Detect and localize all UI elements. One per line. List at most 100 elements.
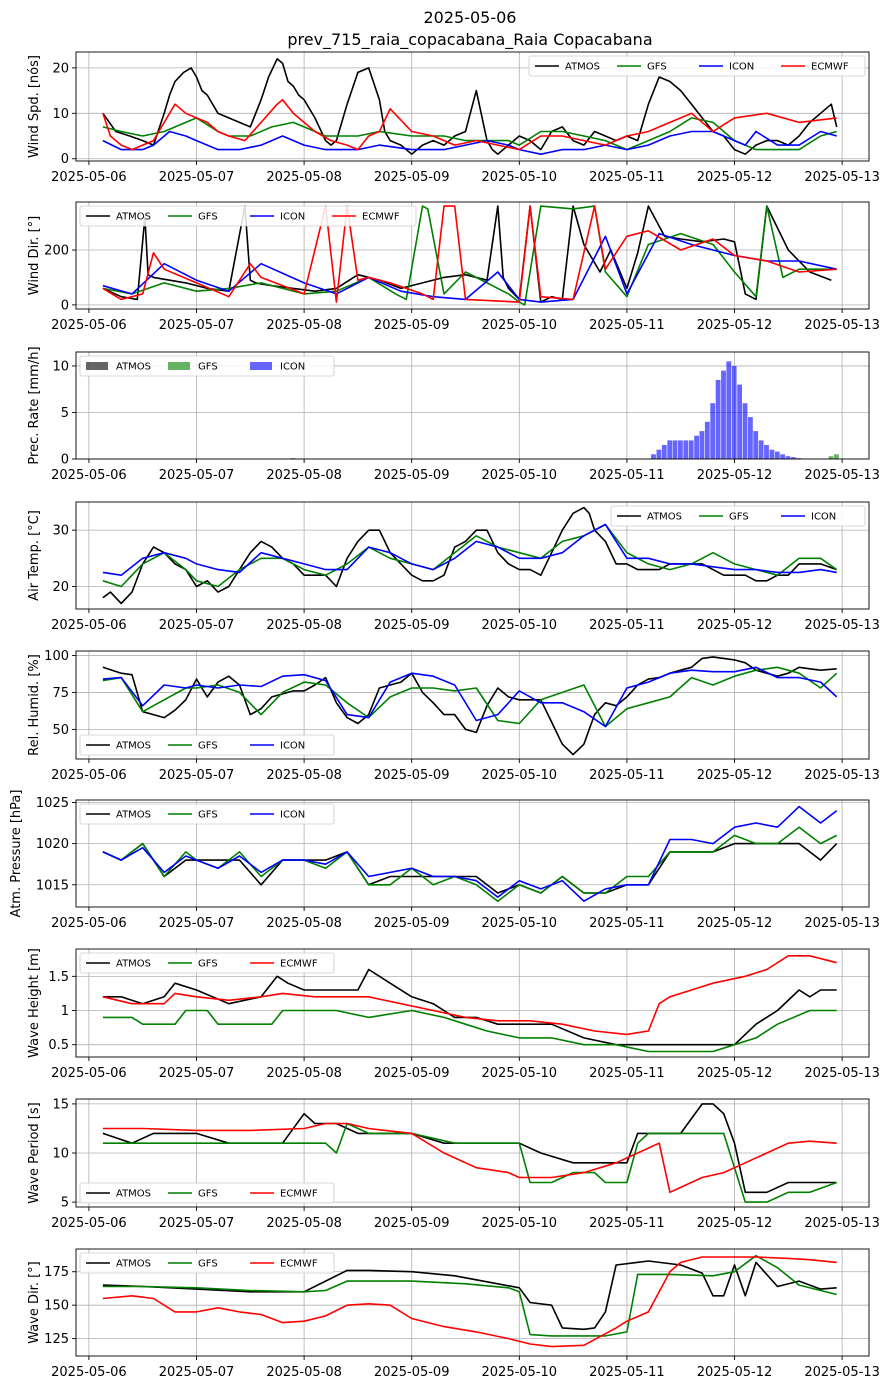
panel-2-axes-frame [75, 201, 870, 310]
panel-7-xtick-label-2: 2025-05-08 [266, 1066, 342, 1081]
panel-3-bar-icon-1 [656, 449, 662, 459]
panel-8-marks [102, 1103, 837, 1203]
panel-6-xtick-label-4: 2025-05-10 [482, 916, 558, 931]
panel-7-xtick-label-4: 2025-05-10 [482, 1066, 558, 1081]
panel-3-ytick-label-1: 5 [61, 406, 69, 421]
panel-3-bar-icon-8 [694, 435, 699, 459]
panel-3-bar-icon-13 [721, 370, 726, 459]
panel-6-legend-label-icon: ICON [280, 810, 305, 821]
panel-4-xtick-label-4: 2025-05-10 [482, 618, 558, 633]
panel-1-legend: ATMOS GFS ICON ECMWF [528, 55, 866, 77]
panel-8-ytick-label-0: 5 [61, 1196, 69, 1211]
panel-1-xtick-label-1: 2025-05-07 [159, 170, 235, 185]
panel-3-bar-icon-24 [780, 454, 785, 459]
panel-4-series-icon [102, 523, 837, 577]
figure-title-station: prev_715_raia_copacabana_Raia Copacabana [287, 30, 652, 50]
panel-8-xtick-label-7: 2025-05-13 [804, 1216, 880, 1231]
panel-3-bar-icon-18 [748, 417, 753, 459]
panel-5-xtick-label-7: 2025-05-13 [804, 768, 880, 783]
panel-7-ytick-label-1: 1 [61, 1004, 69, 1019]
panel-8-series-ecmwf [102, 1122, 837, 1194]
panel-5-xtick-label-1: 2025-05-07 [159, 768, 235, 783]
panel-6-xtick-label-0: 2025-05-06 [51, 916, 127, 931]
panel-3-bar-icon-7 [688, 440, 694, 459]
panel-2-series-icon [102, 232, 837, 303]
panel-7-legend-label-ecmwf: ECMWF [280, 959, 318, 970]
panel-6-marks [102, 805, 838, 903]
panel-2-xtick-label-6: 2025-05-12 [697, 318, 773, 333]
panel-1-legend-label-icon: ICON [729, 62, 754, 73]
panel-7-xtick-label-5: 2025-05-11 [589, 1066, 665, 1081]
panel-1-legend-box [528, 55, 866, 77]
panel-3-bar-icon-27 [796, 458, 802, 459]
panel-4-legend-label-gfs: GFS [729, 512, 749, 523]
panel-2-ytick-label-0: 0 [61, 298, 69, 313]
panel-3-xtick-label-7: 2025-05-13 [804, 468, 880, 483]
panel-8-xtick-label-3: 2025-05-09 [374, 1216, 450, 1231]
panel-4-xtick-label-2: 2025-05-08 [266, 618, 342, 633]
panel-4-xtick-label-0: 2025-05-06 [51, 618, 127, 633]
panel-4-xtick-label-5: 2025-05-11 [589, 618, 665, 633]
panel-6-ytick-label-0: 1015 [36, 878, 69, 893]
panel-7-ylabel: Wave Height [m] [27, 948, 42, 1058]
panel-1-series-icon [102, 130, 837, 155]
panel-1-ylabel: Wind Spd. [nós] [27, 55, 42, 158]
panel-9-legend-label-atmos: ATMOS [116, 1259, 151, 1270]
panel-2-legend-label-ecmwf: ECMWF [362, 212, 400, 223]
panel-3-bar-icon-5 [678, 440, 683, 459]
panel-2-xtick-label-1: 2025-05-07 [159, 318, 235, 333]
panel-5-ylabel: Rel. Humid. [%] [27, 654, 42, 756]
panel-2-legend-label-atmos: ATMOS [116, 212, 151, 223]
panel-9-xtick-label-3: 2025-05-09 [374, 1365, 450, 1380]
panel-3-xtick-label-2: 2025-05-08 [266, 468, 342, 483]
panel-3-bar-gfs-0 [290, 458, 296, 459]
panel-5-ytick-label-0: 50 [52, 723, 69, 738]
panel-9-xtick-label-2: 2025-05-08 [266, 1365, 342, 1380]
panel-6-legend-label-atmos: ATMOS [116, 810, 151, 821]
panel-3-legend-swatch-icon [250, 362, 272, 370]
panel-5-legend-label-atmos: ATMOS [116, 741, 151, 752]
panels: 2025-05-06 2025-05-07 2025-05-08 2025-05-09… [9, 51, 880, 1380]
panel-3-ytick-label-0: 0 [61, 453, 69, 468]
panel-9-ytick-label-1: 150 [44, 1299, 69, 1314]
panel-2-xtick-label-5: 2025-05-11 [589, 318, 665, 333]
panel-7-series-ecmwf [102, 954, 837, 1036]
panel-3-bar-icon-23 [774, 451, 780, 459]
panel-4-legend: ATMOS GFS ICON [610, 505, 866, 527]
panel-9-legend: ATMOS GFS ECMWF [79, 1252, 335, 1274]
panel-5-series-gfs [102, 666, 838, 728]
panel-6-xtick-label-3: 2025-05-09 [374, 916, 450, 931]
panel-2-xtick-label-2: 2025-05-08 [266, 318, 342, 333]
panel-3-xtick-label-1: 2025-05-07 [159, 468, 235, 483]
panel-3-bar-icon-25 [785, 456, 791, 459]
panel-7-xtick-label-1: 2025-05-07 [159, 1066, 235, 1081]
panel-3-bar-icon-3 [667, 440, 673, 459]
panel-6-series-atmos [102, 842, 838, 894]
panel-8-chart: 2025-05-06 2025-05-07 2025-05-08 2025-05-09… [27, 1097, 880, 1231]
panel-9-marks [102, 1254, 837, 1348]
panel-9-ylabel: Wave Dir. [°] [27, 1261, 42, 1344]
panel-5-marks [102, 656, 838, 756]
panel-4-axes-frame [75, 501, 870, 610]
panel-9-xtick-label-7: 2025-05-13 [804, 1365, 880, 1380]
panel-5-legend: ATMOS GFS ICON [79, 734, 335, 756]
panel-2-xtick-label-4: 2025-05-10 [482, 318, 558, 333]
panel-5-series-icon [102, 666, 838, 728]
panel-6-ytick-label-2: 1025 [36, 796, 69, 811]
panel-3-bar-icon-26 [791, 457, 796, 459]
panel-1-axes-frame [75, 51, 870, 162]
panel-3-legend-label-atmos: ATMOS [116, 362, 151, 373]
panel-3-bar-icon-21 [764, 445, 769, 459]
panel-5-chart: 2025-05-06 2025-05-07 2025-05-08 2025-05-09… [27, 649, 880, 783]
panel-4-series-gfs [102, 523, 838, 588]
panel-9-chart: 2025-05-06 2025-05-07 2025-05-08 2025-05-09… [27, 1248, 880, 1380]
panel-6-xtick-label-1: 2025-05-07 [159, 916, 235, 931]
panel-8-xtick-label-5: 2025-05-11 [589, 1216, 665, 1231]
panel-4-legend-label-atmos: ATMOS [647, 512, 682, 523]
panel-5-xtick-label-0: 2025-05-06 [51, 768, 127, 783]
panel-3-legend-label-gfs: GFS [198, 362, 218, 373]
panel-3-legend-label-icon: ICON [280, 362, 305, 373]
panel-7-xtick-label-6: 2025-05-12 [697, 1066, 773, 1081]
panel-6-xtick-label-2: 2025-05-08 [266, 916, 342, 931]
panel-1-xtick-label-3: 2025-05-09 [374, 170, 450, 185]
